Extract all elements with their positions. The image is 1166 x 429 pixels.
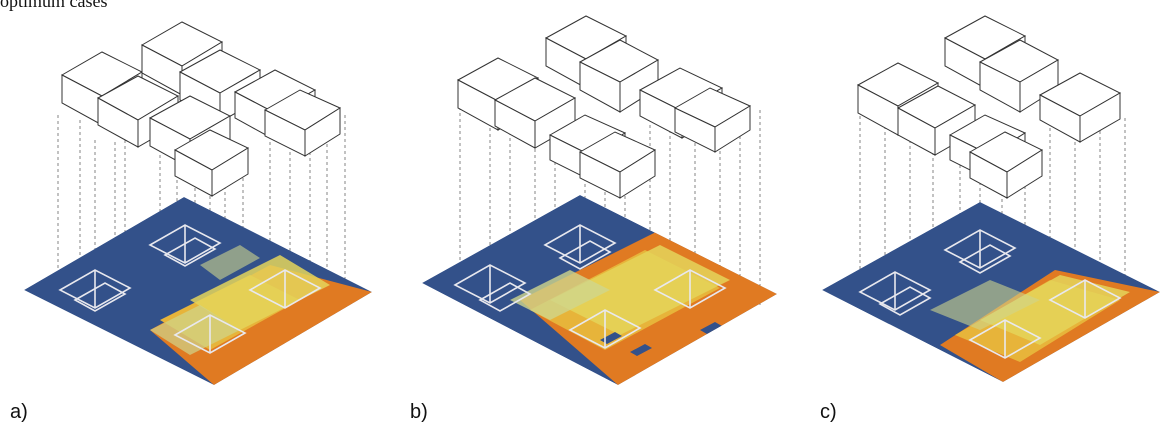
- furniture-cluster: [856, 15, 1122, 199]
- panel-b: b): [400, 0, 790, 429]
- panel-c-diagram: [822, 15, 1160, 382]
- furniture-cluster: [60, 21, 342, 197]
- partition-outlines: [453, 224, 727, 349]
- panel-b-label: b): [410, 401, 428, 423]
- panel-a: a): [0, 0, 390, 429]
- panel-a-diagram: [24, 21, 372, 385]
- floor-heatmap: [24, 197, 372, 385]
- partition-outlines: [58, 224, 322, 354]
- partition-outlines: [858, 229, 1122, 359]
- floor-heatmap: [822, 202, 1160, 382]
- furniture-cluster: [456, 15, 752, 199]
- panel-a-label: a): [10, 401, 28, 423]
- figure-heading: optimum cases: [0, 0, 108, 11]
- floor-heatmap: [422, 195, 777, 385]
- panel-c-label: c): [820, 401, 837, 423]
- panel-b-diagram: [422, 15, 777, 385]
- panel-c: c): [810, 0, 1166, 429]
